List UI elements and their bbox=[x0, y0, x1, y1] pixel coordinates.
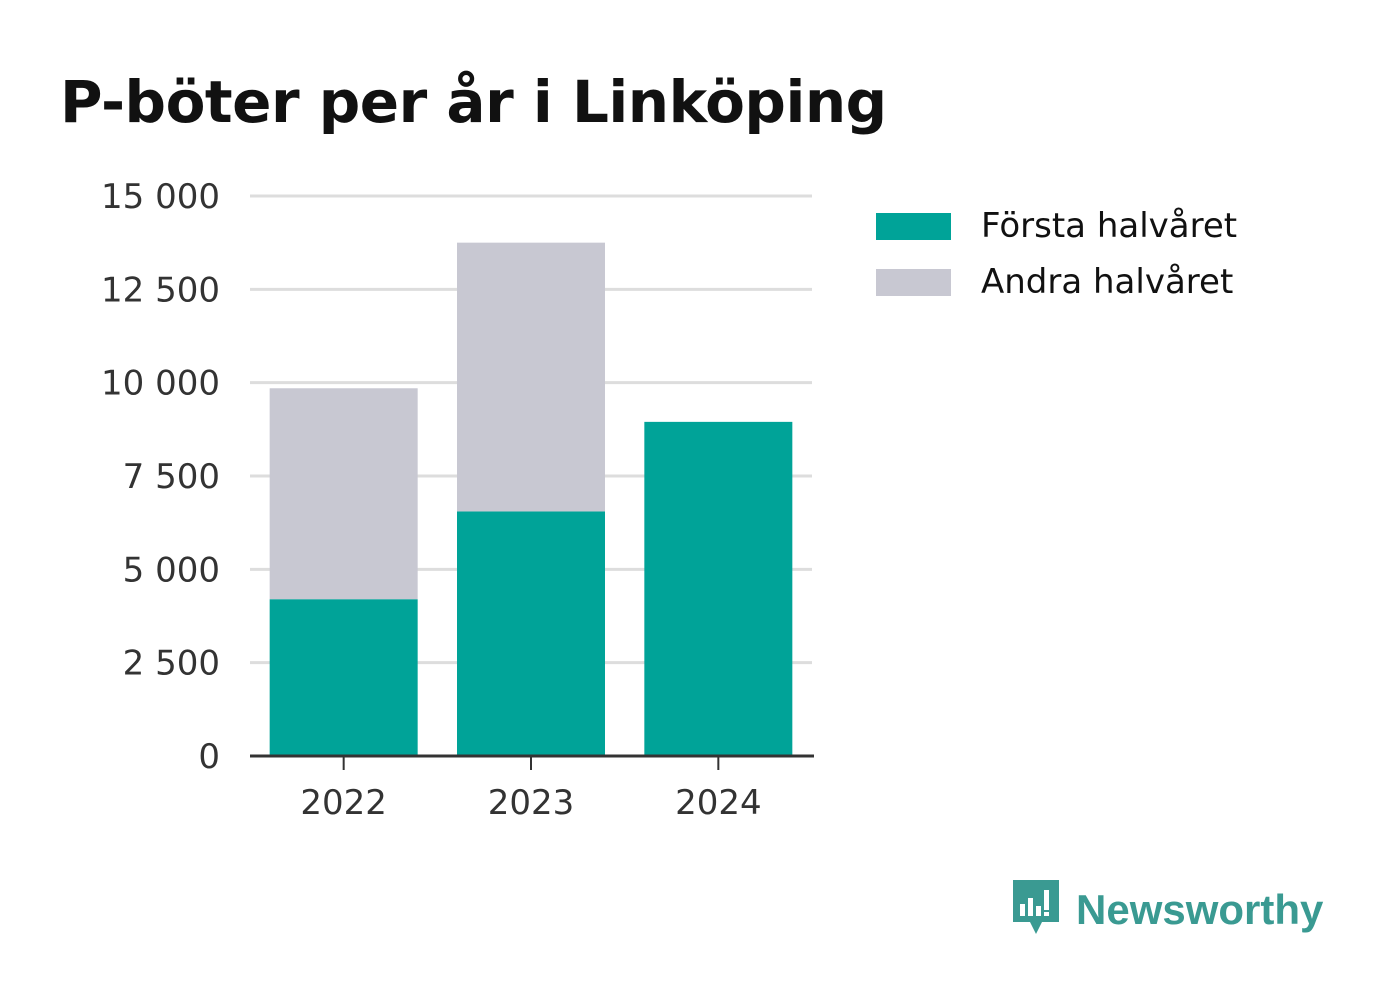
bar-2023-series-2 bbox=[457, 242, 605, 512]
chart-title: P-böter per år i Linköping bbox=[60, 68, 887, 136]
bar-2022-series-1 bbox=[269, 599, 418, 756]
x-tick-label: 2023 bbox=[488, 783, 575, 823]
legend-label-second-half: Andra halvåret bbox=[981, 262, 1234, 302]
axes: 0 2 500 5 000 7 500 10 000 12 500 15 000 2022 20… bbox=[101, 177, 814, 823]
bar-2023-series-1 bbox=[457, 511, 605, 756]
y-tick-label: 12 500 bbox=[101, 270, 220, 310]
y-tick-label: 5 000 bbox=[123, 550, 220, 590]
y-tick-label: 2 500 bbox=[123, 644, 220, 684]
legend-label-first-half: Första halvåret bbox=[981, 206, 1238, 246]
y-tick-label: 10 000 bbox=[101, 364, 220, 404]
y-tick-label: 0 bbox=[198, 737, 220, 777]
newsworthy-logo-icon bbox=[1010, 878, 1062, 942]
legend-item-first-half: Första halvåret bbox=[876, 198, 1237, 254]
bar-2024-series-1 bbox=[644, 421, 793, 756]
legend-swatch-second-half bbox=[876, 268, 951, 296]
legend-item-second-half: Andra halvåret bbox=[876, 254, 1237, 310]
x-tick-label: 2022 bbox=[300, 783, 387, 823]
y-tick-label: 15 000 bbox=[101, 177, 220, 217]
brand-logo: Newsworthy bbox=[1010, 878, 1323, 942]
bars bbox=[269, 242, 793, 756]
brand-name: Newsworthy bbox=[1076, 886, 1324, 933]
y-tick-label: 7 500 bbox=[123, 457, 220, 497]
legend: Första halvåret Andra halvåret bbox=[876, 198, 1237, 310]
x-tick-label: 2024 bbox=[675, 783, 762, 823]
legend-swatch-first-half bbox=[876, 212, 951, 240]
bar-2022-series-2 bbox=[269, 388, 418, 600]
